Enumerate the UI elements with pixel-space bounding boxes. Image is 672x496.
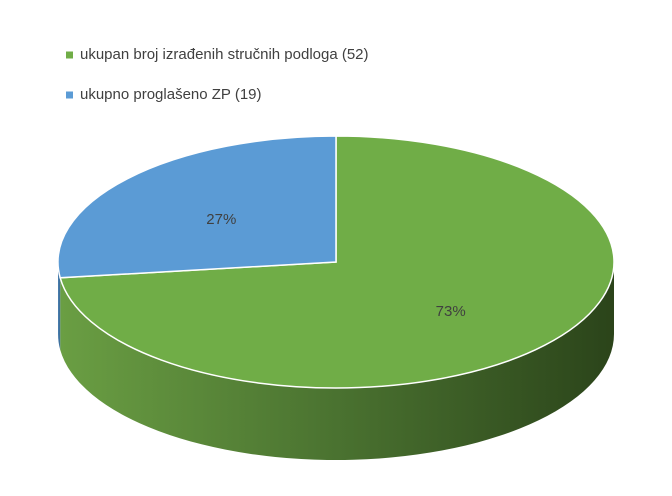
data-label: 27% — [206, 211, 236, 228]
legend-swatch — [66, 91, 73, 99]
legend-label: ukupan broj izrađenih stručnih podloga (… — [80, 46, 369, 63]
pie-slice — [59, 135, 615, 389]
legend-label: ukupno proglašeno ZP (19) — [80, 86, 262, 103]
legend-swatch — [66, 51, 73, 59]
pie-side — [58, 262, 61, 350]
pie-slice — [57, 135, 337, 279]
pie-side — [60, 262, 614, 461]
data-label: 73% — [436, 303, 466, 320]
